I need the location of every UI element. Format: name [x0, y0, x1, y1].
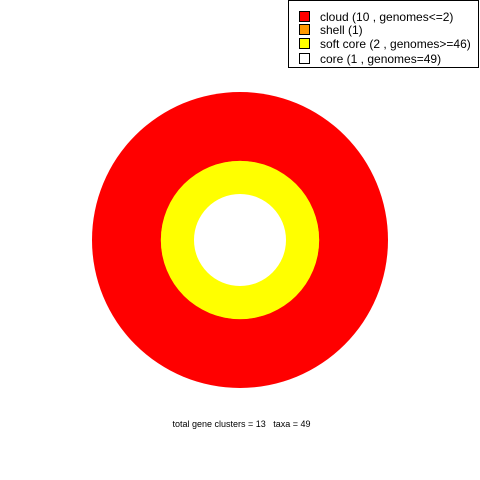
chart-caption: total gene clusters = 13 taxa = 49: [172, 419, 311, 429]
ring-core: [194, 194, 286, 286]
legend-item-shell: shell (1): [299, 22, 363, 37]
legend-label-soft-core: soft core (2 , genomes>=46): [320, 36, 471, 51]
legend-item-core: core (1 , genomes=49): [299, 51, 441, 66]
legend-swatch-soft-core: [299, 38, 310, 49]
legend-label-cloud: cloud (10 , genomes<=2): [320, 9, 454, 24]
legend-swatch-cloud: [299, 11, 310, 22]
legend-swatch-shell: [299, 24, 310, 35]
legend-label-core: core (1 , genomes=49): [320, 51, 442, 66]
legend: cloud (10 , genomes<=2) shell (1) soft c…: [288, 0, 479, 68]
legend-swatch-core: [299, 53, 310, 64]
legend-item-cloud: cloud (10 , genomes<=2): [299, 9, 453, 24]
legend-item-soft-core: soft core (2 , genomes>=46): [299, 36, 471, 51]
legend-label-shell: shell (1): [320, 22, 363, 37]
